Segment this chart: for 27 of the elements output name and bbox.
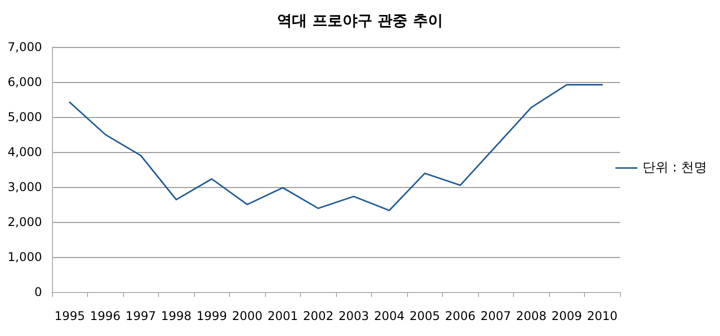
x-tick-label: 2008 (516, 309, 547, 323)
y-tick-label: 1,000 (8, 250, 42, 264)
x-tick-label: 2007 (480, 309, 512, 323)
x-tick-label: 2006 (444, 309, 476, 323)
x-tick-label: 2003 (338, 309, 370, 323)
legend-label: 단위 : 천명 (642, 160, 708, 176)
x-tick-label: 2001 (267, 309, 298, 323)
y-tick-label: 0 (34, 285, 42, 299)
y-tick-label: 7,000 (8, 40, 42, 54)
y-tick-label: 2,000 (8, 215, 42, 229)
line-series (69, 84, 603, 212)
y-tick-label: 5,000 (8, 110, 42, 124)
x-tick-label: 2002 (302, 309, 334, 323)
x-tick-label: 2004 (374, 309, 405, 323)
x-tick-label: 2010 (586, 309, 618, 323)
y-tick-label: 3,000 (8, 180, 42, 194)
x-tick-label: 2005 (409, 309, 440, 323)
x-tick-label: 1998 (160, 309, 192, 323)
x-tick-label: 1999 (196, 309, 228, 323)
y-tick-label: 6,000 (8, 75, 42, 89)
x-tick-label: 2009 (551, 309, 582, 323)
x-tick-label: 1997 (125, 309, 156, 323)
x-tick-label: 1995 (54, 309, 86, 323)
y-tick-label: 4,000 (8, 145, 42, 159)
x-tick-label: 2000 (232, 309, 263, 323)
chart-title: 역대 프로야구 관중 추이 (277, 12, 443, 30)
x-tick-label: 1996 (90, 309, 121, 323)
